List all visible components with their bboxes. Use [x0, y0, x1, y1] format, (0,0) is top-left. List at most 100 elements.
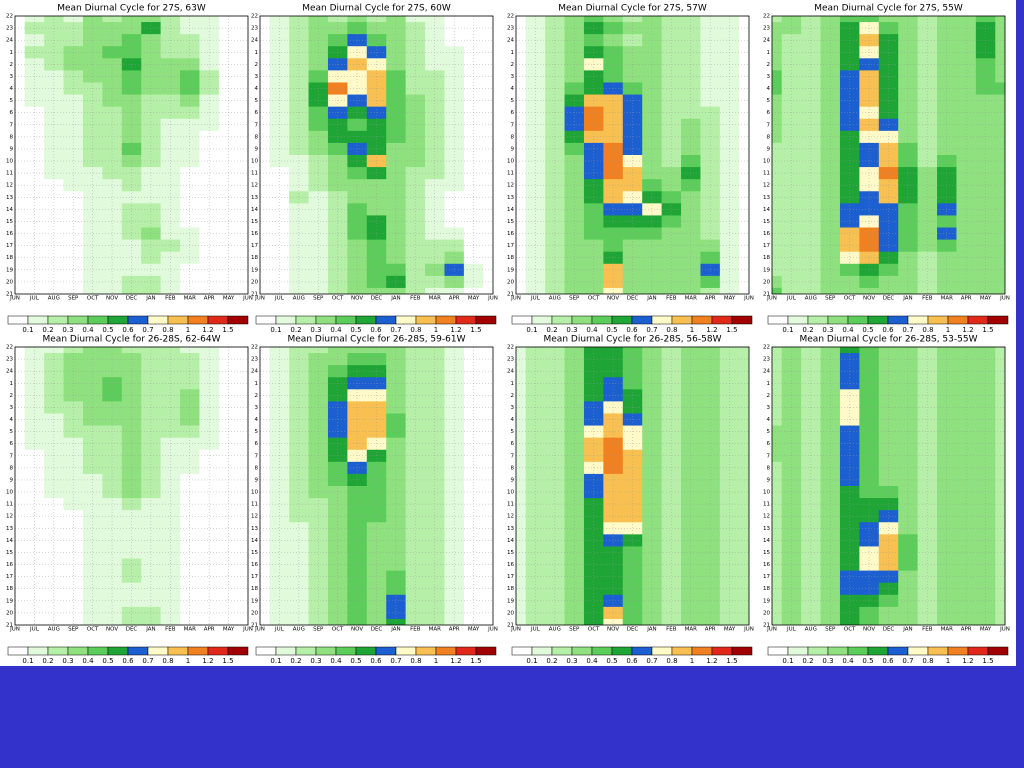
- heatmap-cell: [956, 534, 977, 547]
- x-tick-label: APR: [204, 296, 215, 302]
- y-tick-label: 11: [507, 171, 514, 177]
- y-tick-label: 18: [507, 586, 514, 592]
- heatmap-cell: [366, 227, 387, 241]
- heatmap-cell: [405, 155, 426, 168]
- heatmap-cell: [386, 106, 407, 120]
- y-tick-label: 14: [6, 538, 13, 544]
- heatmap-cell: [44, 287, 64, 294]
- heatmap-cell: [781, 275, 802, 289]
- heatmap-cell: [739, 167, 749, 180]
- heatmap-cell: [661, 546, 682, 559]
- heatmap-cell: [772, 58, 783, 71]
- heatmap-cell: [260, 16, 271, 23]
- heatmap-cell: [564, 510, 585, 523]
- y-tick-label: 7: [767, 453, 771, 459]
- heatmap-cell: [622, 522, 643, 535]
- heatmap-cell: [121, 251, 142, 265]
- heatmap-cell: [63, 401, 84, 414]
- heatmap-cells: [772, 347, 1005, 625]
- plot-frame: [771, 346, 1006, 626]
- colorbar-box: [87, 646, 109, 656]
- heatmap-cell: [15, 34, 26, 47]
- heatmap-cell: [141, 486, 162, 499]
- heatmap-cell: [386, 425, 407, 439]
- heatmap-cell: [238, 251, 248, 265]
- heatmap-cell: [700, 594, 721, 608]
- heatmap-cell: [772, 401, 783, 414]
- heatmap-cell: [525, 582, 546, 596]
- colorbar-box: [47, 646, 69, 656]
- colorbar-label: 0.1: [526, 326, 537, 334]
- heatmap-cell: [82, 16, 103, 23]
- heatmap-cell: [839, 142, 860, 156]
- colorbar-label: 0.4: [82, 657, 94, 665]
- heatmap-cell: [199, 498, 220, 511]
- heatmap-cell: [739, 425, 749, 439]
- heatmap-cell: [700, 546, 721, 559]
- heatmap-cell: [366, 582, 387, 596]
- heatmap-cell: [525, 191, 546, 204]
- heatmap-cell: [956, 287, 977, 294]
- y-tick-label: 1: [767, 50, 771, 56]
- heatmap-cell: [141, 594, 162, 608]
- heatmap-cell: [386, 347, 407, 354]
- heatmap-cell: [260, 118, 271, 132]
- heatmap-cell: [564, 203, 585, 216]
- x-tick-label: APR: [204, 627, 215, 633]
- heatmap-cell: [444, 82, 465, 95]
- heatmap-cell: [603, 594, 624, 608]
- x-tick-label: OCT: [588, 627, 600, 633]
- colorbar-box: [691, 646, 713, 656]
- heatmap-cell: [772, 618, 783, 625]
- heatmap-cell: [820, 510, 841, 523]
- heatmap-cell: [564, 251, 585, 265]
- heatmap-cell: [700, 486, 721, 499]
- heatmap-cell: [878, 251, 899, 265]
- heatmap-cell: [622, 534, 643, 547]
- heatmap-cell: [121, 130, 142, 144]
- heatmap-cell: [160, 287, 181, 294]
- heatmap-cell: [859, 570, 880, 584]
- heatmap-cell: [878, 510, 899, 523]
- heatmap-cell: [44, 461, 64, 475]
- y-tick-label: 19: [6, 598, 13, 604]
- heatmap-cell: [700, 582, 721, 596]
- heatmap-cell: [386, 473, 407, 487]
- heatmap-cell: [44, 473, 64, 487]
- heatmap-cell: [218, 461, 239, 475]
- heatmap-cell: [180, 347, 200, 354]
- heatmap-cell: [425, 353, 445, 366]
- y-tick-label: 2: [767, 393, 771, 399]
- heatmap-cell: [564, 486, 585, 499]
- heatmap-cell: [937, 461, 957, 475]
- heatmap-cell: [386, 58, 407, 71]
- heatmap-cell: [937, 227, 957, 241]
- heatmap-cell: [603, 215, 624, 228]
- heatmap-cell: [444, 461, 465, 475]
- y-tick-label: 13: [507, 195, 514, 201]
- heatmap-cell: [739, 389, 749, 402]
- x-tick-label: MAY: [724, 296, 736, 302]
- heatmap-cell: [63, 227, 84, 241]
- heatmap-cell: [525, 215, 546, 228]
- heatmap-cell: [516, 570, 527, 584]
- y-tick-label: 18: [507, 255, 514, 261]
- heatmap-cell: [859, 546, 880, 559]
- y-tick-label: 6: [767, 441, 771, 447]
- heatmap-cell: [681, 473, 701, 487]
- heatmap-cell: [238, 461, 248, 475]
- y-tick-label: 13: [6, 195, 13, 201]
- heatmap-cell: [444, 606, 465, 620]
- colorbar-label: 0.3: [566, 657, 577, 665]
- colorbar-box: [907, 315, 929, 325]
- heatmap-cell: [199, 534, 220, 547]
- y-tick-label: 17: [507, 574, 514, 580]
- heatmap-cell: [405, 227, 426, 241]
- heatmap-cell: [63, 365, 84, 378]
- colorbar-label: 0.3: [310, 326, 321, 334]
- heatmap-cell: [995, 287, 1005, 294]
- heatmap-cell: [956, 275, 977, 289]
- heatmap-cell: [583, 510, 604, 523]
- heatmap-cell: [269, 16, 290, 23]
- heatmap-cell: [772, 606, 783, 620]
